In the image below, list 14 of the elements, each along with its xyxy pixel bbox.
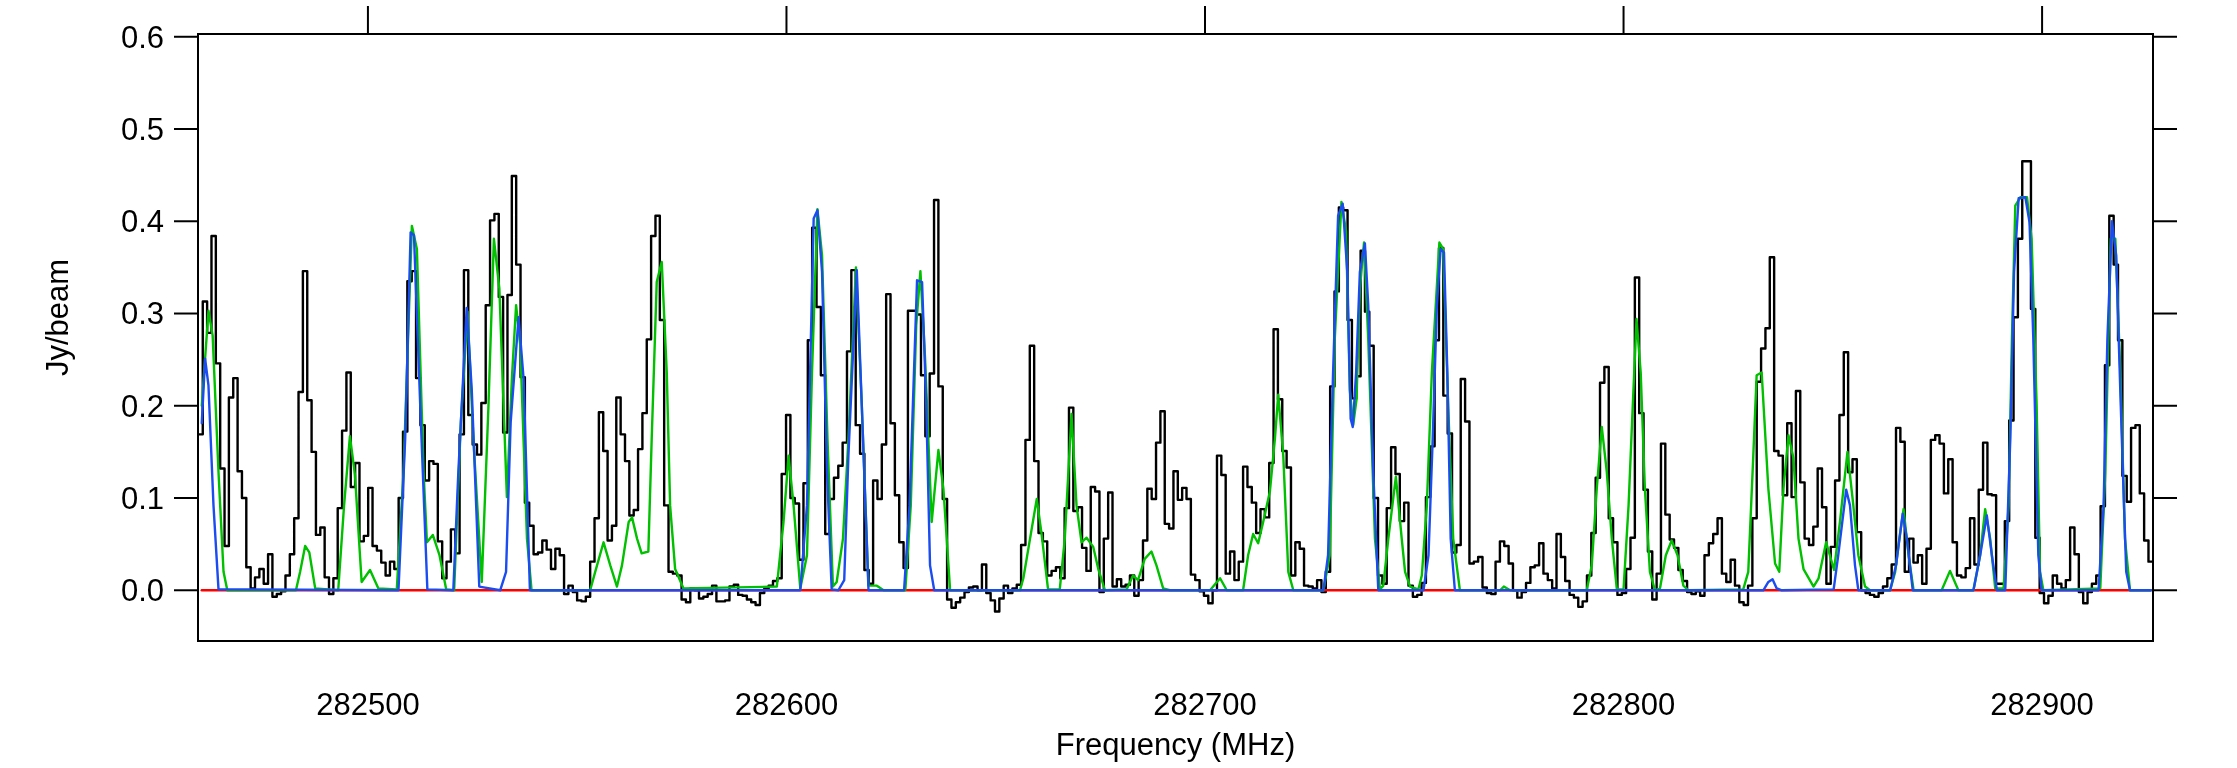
y-tick-label: 0.5 bbox=[120, 111, 164, 147]
x-tick-label: 282600 bbox=[734, 687, 839, 722]
y-tick-label: 0.4 bbox=[120, 204, 164, 240]
y-tick-label: 0.0 bbox=[120, 573, 164, 609]
x-tick-label: 282700 bbox=[1153, 687, 1257, 722]
y-tick-label: 0.2 bbox=[120, 388, 164, 424]
x-tick-label: 282900 bbox=[1990, 687, 2094, 722]
y-axis-title: Jy/beam bbox=[40, 258, 75, 377]
y-tick-label: 0.6 bbox=[120, 19, 164, 55]
x-axis-title: Frequency (MHz) bbox=[1055, 727, 1296, 762]
x-tick-label: 282800 bbox=[1571, 687, 1676, 722]
x-tick-label: 282500 bbox=[316, 687, 420, 722]
y-tick-label: 0.1 bbox=[120, 480, 164, 516]
y-tick-label: 0.3 bbox=[120, 296, 164, 332]
